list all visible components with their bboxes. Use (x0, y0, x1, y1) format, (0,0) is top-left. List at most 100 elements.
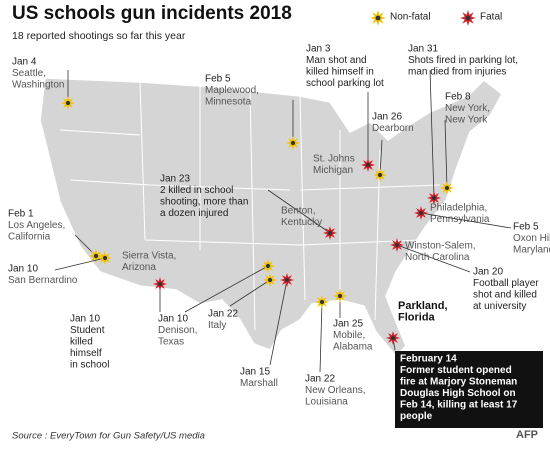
incident-description: in school (70, 359, 109, 370)
marker-center (431, 195, 437, 201)
incident-date: Jan 4 (12, 56, 37, 67)
marker-center (290, 140, 296, 146)
incident-date: Jan 25 (333, 318, 363, 329)
marker (414, 206, 428, 220)
leader-line (429, 69, 435, 199)
marker-center (65, 100, 71, 106)
incident-place: Dearborn (372, 123, 414, 134)
incident-date: Jan 20 (473, 266, 503, 277)
incident-place: Marshall (240, 378, 278, 389)
incident-place: Seattle, (12, 68, 46, 79)
marker (315, 295, 329, 309)
marker-center (465, 15, 471, 21)
incident-description: killed himself in (306, 66, 374, 77)
incident-date: Jan 10 (158, 313, 188, 324)
marker-center (444, 185, 450, 191)
marker-center (327, 230, 333, 236)
incident-date: Jan 15 (240, 366, 270, 377)
incident-description: shooting, more than (160, 196, 248, 207)
incident-place: San Bernardino (8, 275, 78, 286)
incident-place: Los Angeles, (8, 220, 65, 231)
marker (333, 289, 347, 303)
leader-line (54, 257, 106, 271)
incident-place: California (8, 231, 51, 242)
marker-center (418, 210, 424, 216)
incident-description: people (400, 411, 433, 422)
marker-center (394, 242, 400, 248)
marker-center (102, 255, 108, 261)
incident-place: North Carolina (405, 252, 470, 263)
callout-box (395, 351, 543, 428)
incident-place: Winston-Salem, (405, 240, 476, 251)
leader-line (444, 119, 448, 189)
incident-date: Jan 31 (408, 43, 438, 54)
incident-place: New York (445, 114, 488, 125)
marker (323, 226, 337, 240)
map (39, 77, 503, 358)
marker-center (93, 253, 99, 259)
incident-place: Benton, (281, 205, 315, 216)
state-borders (59, 81, 441, 331)
incident-date: Jan 22 (208, 308, 238, 319)
incident-description: school parking lot (306, 78, 384, 89)
marker (373, 168, 387, 182)
incident-place: Arizona (122, 262, 156, 273)
incident-place: Sierra Vista, (122, 250, 176, 261)
marker-center (265, 263, 271, 269)
marker (390, 238, 404, 252)
incident-place: Kentucky (281, 217, 322, 228)
incident-place: Louisiana (305, 396, 348, 407)
incident-description: himself (70, 348, 102, 359)
marker (98, 251, 112, 265)
marker-center (319, 299, 325, 305)
leader-line (319, 301, 323, 373)
marker-center (337, 293, 343, 299)
incident-description: at university (473, 301, 526, 312)
incident-place: Mobile, (333, 330, 365, 341)
incident-date: Jan 23 (160, 173, 190, 184)
legend-label: Fatal (480, 11, 502, 22)
incident-description: Football player (473, 278, 539, 289)
incident-place: Italy (208, 320, 226, 331)
incident-place: St. Johns (313, 153, 355, 164)
incident-place: Maplewood, (205, 85, 259, 96)
incident-description: Student (70, 325, 105, 336)
marker-center (375, 15, 381, 21)
incident-place: Oxon Hill, (513, 233, 550, 244)
marker (261, 259, 275, 273)
incident-description: shot and killed (473, 289, 537, 300)
incident-place: New York, (445, 103, 490, 114)
incident-place: Texas (158, 336, 184, 347)
incident-description: a dozen injured (160, 208, 228, 219)
marker (286, 136, 300, 150)
incident-description: fire at Marjory Stoneman (400, 376, 517, 387)
leader-line (267, 189, 331, 234)
incident-place: Parkland, (398, 300, 448, 312)
incident-date: Jan 3 (306, 43, 331, 54)
marker-center (365, 162, 371, 168)
marker (361, 158, 375, 172)
incident-date: Feb 5 (205, 73, 231, 84)
marker (89, 249, 103, 263)
incident-place: Florida (398, 312, 436, 324)
leader-line (396, 244, 471, 273)
incident-place: Alabama (333, 341, 373, 352)
marker (386, 331, 400, 345)
incident-description: Douglas High School on (400, 388, 516, 399)
incident-place: Denison, (158, 325, 197, 336)
incident-date: Feb 8 (445, 91, 471, 102)
leader-line (420, 212, 512, 229)
marker (427, 191, 441, 205)
marker (61, 96, 75, 110)
